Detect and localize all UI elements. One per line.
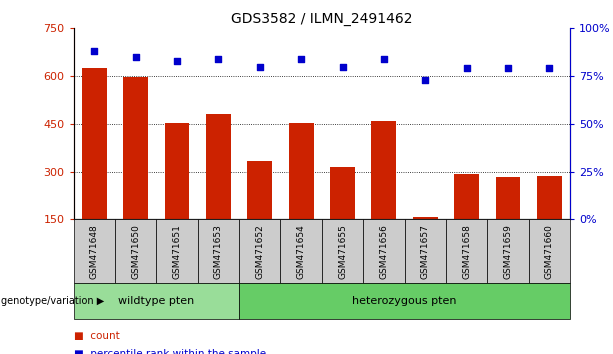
Text: ■  percentile rank within the sample: ■ percentile rank within the sample <box>74 349 265 354</box>
Bar <box>495 177 520 219</box>
Bar <box>446 219 487 283</box>
Bar <box>413 217 438 219</box>
Point <box>462 65 471 71</box>
Text: GSM471653: GSM471653 <box>214 224 223 279</box>
Bar <box>206 114 231 219</box>
Bar <box>537 176 562 219</box>
Text: GSM471659: GSM471659 <box>503 224 512 279</box>
Text: ■  count: ■ count <box>74 331 120 341</box>
Bar <box>156 219 197 283</box>
Bar <box>330 167 355 219</box>
Bar <box>363 219 405 283</box>
Point <box>338 64 348 69</box>
Point <box>379 56 389 62</box>
Bar <box>247 161 272 219</box>
Bar <box>239 283 570 319</box>
Bar <box>289 123 313 219</box>
Text: GSM471657: GSM471657 <box>421 224 430 279</box>
Point <box>421 77 430 83</box>
Text: GSM471650: GSM471650 <box>131 224 140 279</box>
Bar <box>322 219 363 283</box>
Point <box>89 48 99 54</box>
Point <box>544 65 554 71</box>
Text: GSM471648: GSM471648 <box>89 224 99 279</box>
Bar <box>371 121 396 219</box>
Text: wildtype pten: wildtype pten <box>118 296 194 306</box>
Bar <box>115 219 156 283</box>
Bar <box>487 219 528 283</box>
Title: GDS3582 / ILMN_2491462: GDS3582 / ILMN_2491462 <box>231 12 413 26</box>
Text: GSM471651: GSM471651 <box>172 224 181 279</box>
Text: GSM471652: GSM471652 <box>255 224 264 279</box>
Text: GSM471658: GSM471658 <box>462 224 471 279</box>
Text: GSM471656: GSM471656 <box>379 224 389 279</box>
Bar <box>197 219 239 283</box>
Text: GSM471655: GSM471655 <box>338 224 347 279</box>
Bar <box>454 174 479 219</box>
Point <box>503 65 513 71</box>
Bar <box>74 283 239 319</box>
Point <box>131 54 140 60</box>
Bar <box>164 123 189 219</box>
Bar <box>123 77 148 219</box>
Point <box>296 56 306 62</box>
Point <box>255 64 265 69</box>
Bar <box>82 68 107 219</box>
Bar <box>239 219 281 283</box>
Bar <box>528 219 570 283</box>
Bar <box>74 219 115 283</box>
Text: heterozygous pten: heterozygous pten <box>352 296 457 306</box>
Text: GSM471660: GSM471660 <box>545 224 554 279</box>
Bar <box>405 219 446 283</box>
Point <box>213 56 223 62</box>
Point <box>172 58 182 64</box>
Bar <box>281 219 322 283</box>
Text: GSM471654: GSM471654 <box>297 224 306 279</box>
Text: genotype/variation ▶: genotype/variation ▶ <box>1 296 104 306</box>
